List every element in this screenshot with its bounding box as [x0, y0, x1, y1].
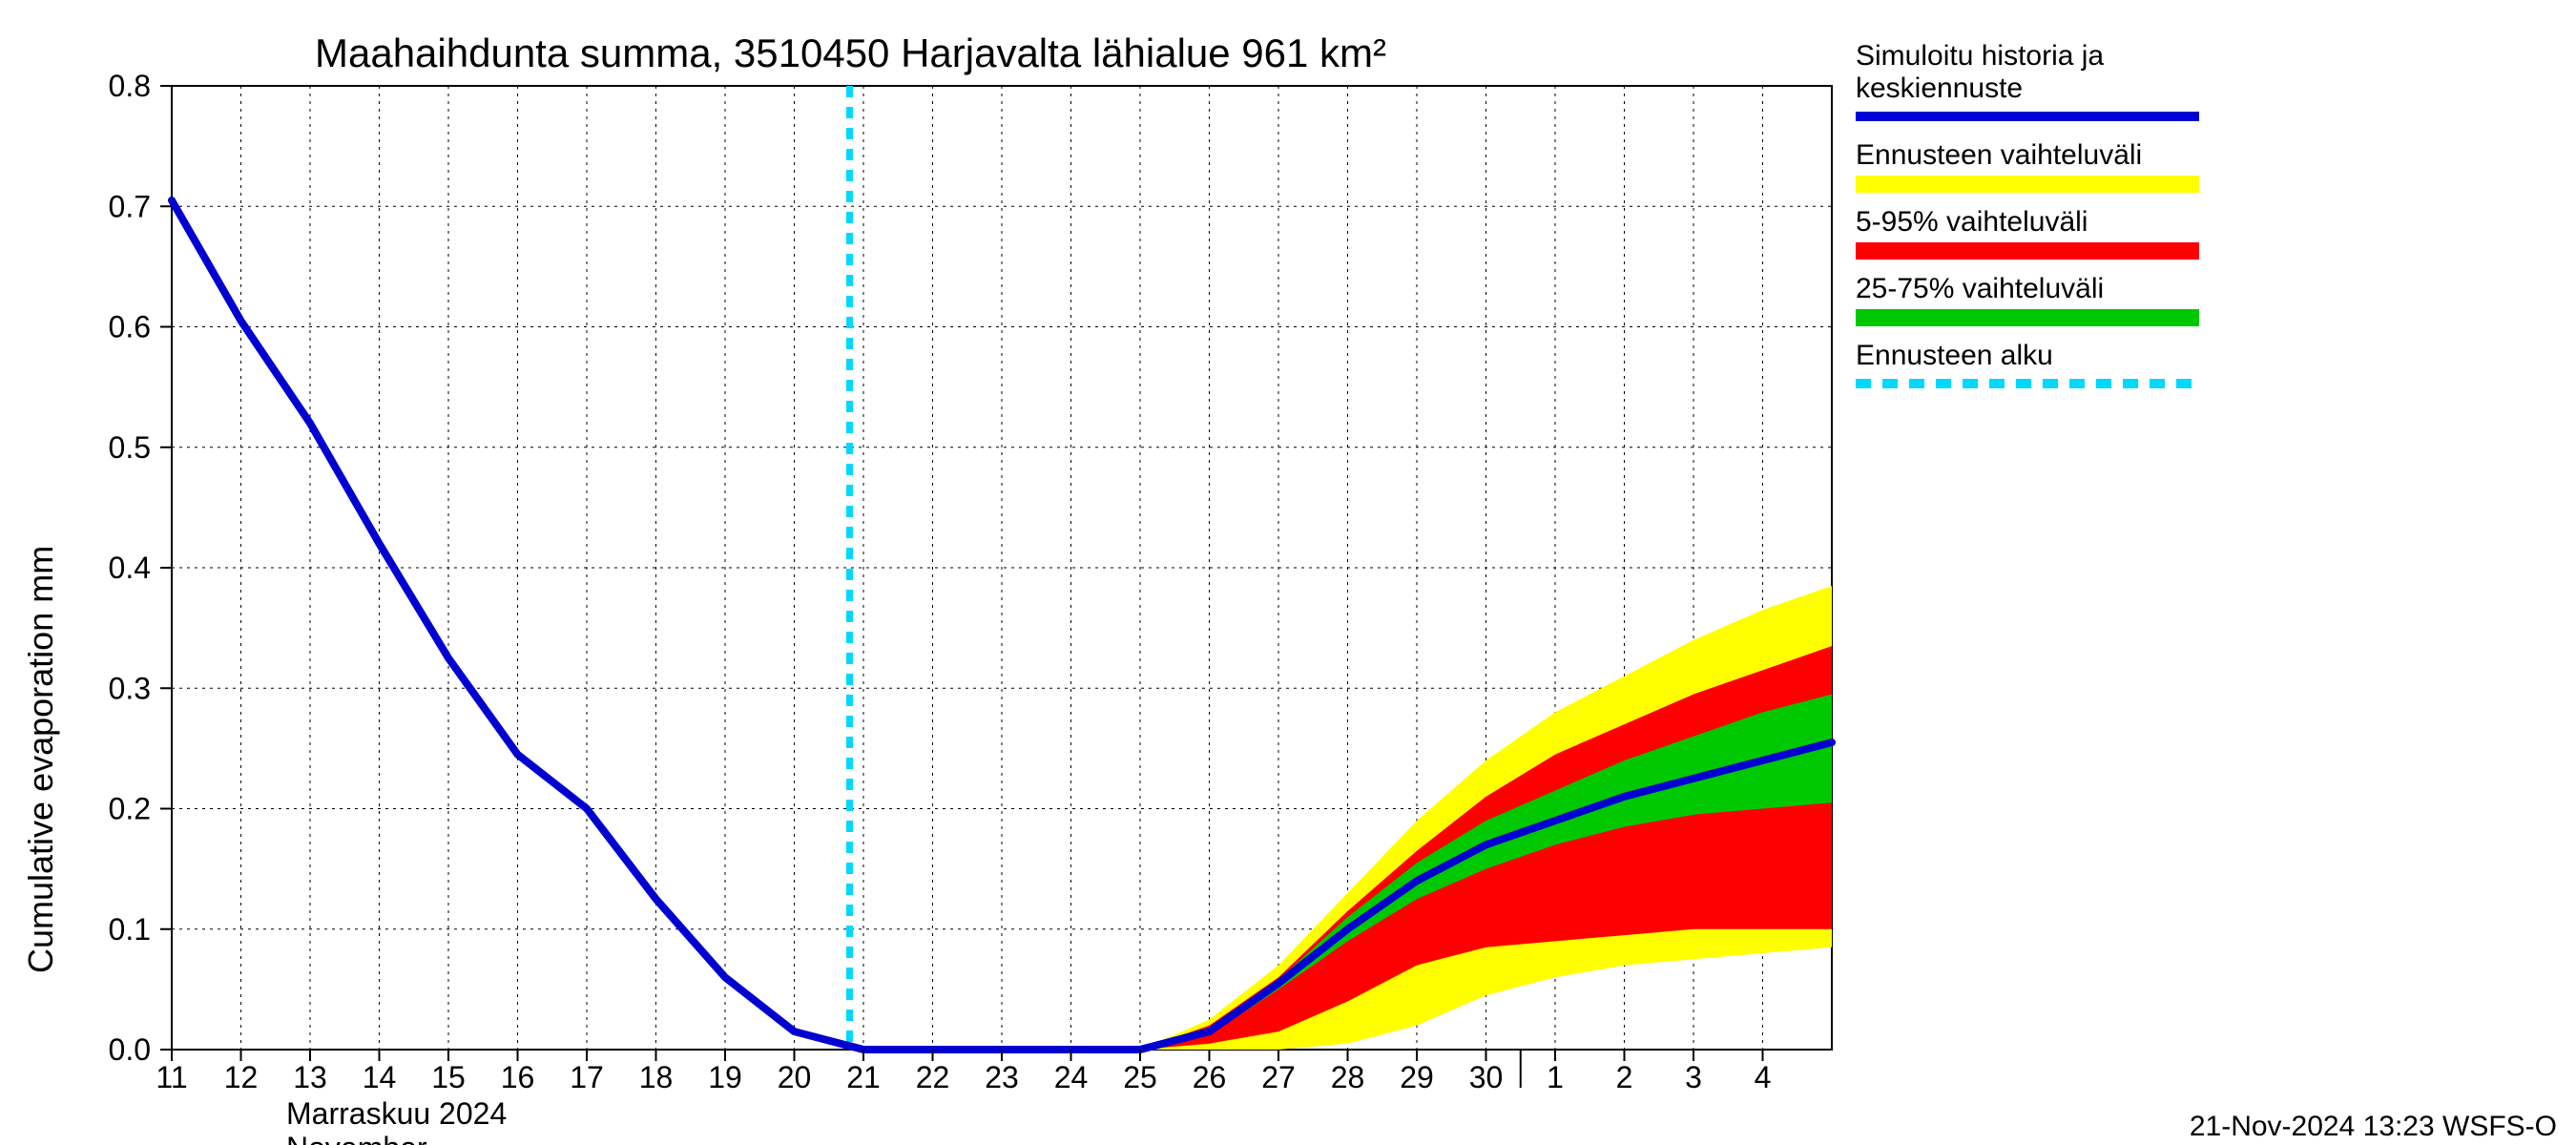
legend-item-label: Ennusteen vaihteluväli — [1856, 139, 2142, 171]
x-tick-label: 2 — [1616, 1060, 1633, 1094]
x-tick-label: 19 — [708, 1060, 742, 1094]
legend-item-label: Simuloitu historia ja — [1856, 40, 2104, 72]
x-tick-label: 11 — [156, 1060, 187, 1094]
legend-swatch — [1856, 176, 2199, 193]
x-tick-label: 17 — [570, 1060, 604, 1094]
y-axis-ticks: 0.0 0.1 0.2 0.3 0.4 0.5 0.6 0.7 0.8 — [109, 69, 172, 1067]
x-tick-label: 16 — [501, 1060, 535, 1094]
x-tick-label: 1 — [1547, 1060, 1564, 1094]
x-tick-label: 18 — [639, 1060, 674, 1094]
chart-title: Maahaihdunta summa, 3510450 Harjavalta l… — [315, 31, 1386, 75]
legend-swatch — [1856, 309, 2199, 326]
x-tick-label: 29 — [1400, 1060, 1434, 1094]
legend-item-label: 5-95% vaihteluväli — [1856, 206, 2088, 238]
x-tick-label: 15 — [431, 1060, 466, 1094]
legend-item-label: Ennusteen alku — [1856, 340, 2053, 371]
x-tick-label: 24 — [1054, 1060, 1089, 1094]
x-tick-label: 23 — [985, 1060, 1019, 1094]
chart-container: 0.00.10.20.30.40.50.60.70.8 111213141516… — [0, 0, 2576, 1145]
x-tick-label: 25 — [1123, 1060, 1157, 1094]
y-tick-label: 0.1 — [109, 912, 151, 947]
x-tick-label: 21 — [846, 1060, 881, 1094]
y-tick-label: 0.7 — [109, 189, 151, 223]
y-tick-label: 0.6 — [109, 310, 151, 344]
x-axis-ticks: 1112131415161718192021222324252627282930… — [156, 1050, 1771, 1094]
month-label-fi: Marraskuu 2024 — [286, 1096, 507, 1131]
month-label-en: November — [286, 1131, 427, 1145]
x-tick-label: 27 — [1261, 1060, 1296, 1094]
y-tick-label: 0.4 — [109, 551, 151, 585]
x-tick-label: 22 — [916, 1060, 950, 1094]
x-tick-label: 20 — [778, 1060, 812, 1094]
x-tick-label: 14 — [363, 1060, 397, 1094]
x-tick-label: 30 — [1469, 1060, 1504, 1094]
x-tick-label: 26 — [1193, 1060, 1227, 1094]
legend: Simuloitu historia jakeskiennuste Ennuste… — [1856, 40, 2199, 384]
y-tick-label: 0.2 — [109, 792, 151, 826]
legend-item-label: keskiennuste — [1856, 73, 2023, 104]
x-tick-label: 4 — [1755, 1060, 1772, 1094]
footer-timestamp: 21-Nov-2024 13:23 WSFS-O — [2190, 1111, 2557, 1142]
y-tick-label: 0.0 — [109, 1032, 151, 1067]
x-tick-label: 3 — [1685, 1060, 1702, 1094]
chart-svg: 0.00.10.20.30.40.50.60.70.8 111213141516… — [0, 0, 2576, 1145]
x-tick-label: 12 — [224, 1060, 259, 1094]
legend-swatch — [1856, 242, 2199, 260]
y-axis-label: Cumulative evaporation mm — [21, 546, 60, 973]
x-tick-label: 28 — [1331, 1060, 1365, 1094]
x-tick-label: 13 — [293, 1060, 327, 1094]
y-tick-label: 0.5 — [109, 430, 151, 465]
y-tick-label: 0.3 — [109, 671, 151, 705]
y-tick-label: 0.8 — [109, 69, 151, 103]
forecast-bands — [1140, 586, 1832, 1050]
legend-item-label: 25-75% vaihteluväli — [1856, 273, 2104, 304]
